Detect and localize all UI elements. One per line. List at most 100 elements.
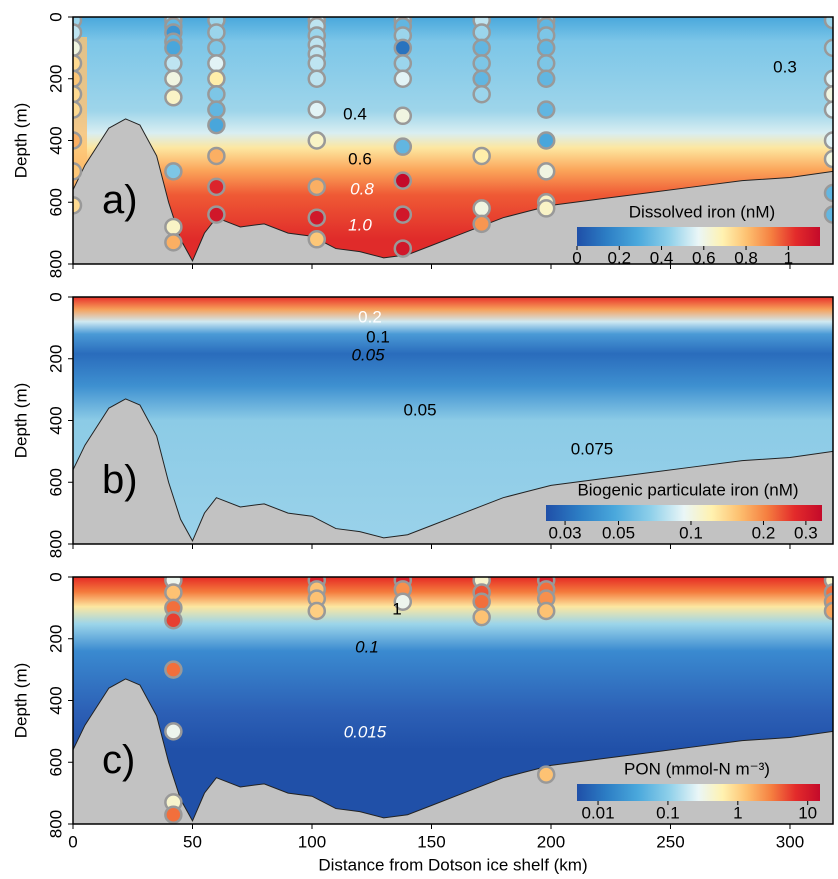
- sample-point: [207, 54, 226, 73]
- y-axis-label: Depth (m): [11, 383, 30, 459]
- sample-point: [472, 38, 491, 58]
- sample-point: [472, 54, 491, 73]
- contour-label: 0.6: [348, 149, 372, 168]
- y-tick-label: 600: [46, 748, 65, 776]
- sample-point: [73, 196, 83, 215]
- colorbar: [577, 227, 820, 246]
- colorbar-tick-label: 1: [784, 248, 793, 267]
- plot-area: [73, 17, 833, 264]
- sample-point: [823, 84, 833, 104]
- sample-point: [472, 592, 491, 611]
- y-tick-label: 0: [46, 292, 65, 301]
- contour-label: 0.075: [571, 439, 614, 458]
- sample-point: [823, 183, 833, 203]
- sample-point: [207, 38, 226, 58]
- sample-point: [73, 162, 83, 181]
- contour-label: 0.05: [351, 345, 385, 364]
- sample-point: [823, 38, 833, 58]
- colorbar-tick-label: 0.1: [679, 523, 703, 542]
- sample-point: [164, 583, 183, 602]
- sample-point: [164, 38, 183, 58]
- y-tick-label: 800: [46, 530, 65, 558]
- sample-point: [472, 84, 491, 104]
- sample-point: [393, 69, 413, 88]
- sample-point: [164, 162, 183, 181]
- sample-point: [307, 177, 327, 197]
- sample-point: [536, 131, 556, 150]
- sample-point: [536, 765, 556, 784]
- sample-point: [472, 23, 491, 42]
- sample-point: [307, 208, 327, 227]
- y-tick-label: 800: [46, 250, 65, 278]
- sample-point: [207, 115, 226, 135]
- sample-point: [164, 722, 183, 741]
- colorbar-tick-label: 0.3: [794, 523, 818, 542]
- sample-point: [73, 69, 83, 88]
- sample-point: [207, 177, 226, 197]
- sample-point: [307, 601, 327, 621]
- x-tick-label: 200: [537, 832, 565, 851]
- y-tick-label: 400: [46, 406, 65, 434]
- sample-point: [164, 805, 183, 824]
- y-tick-label: 600: [46, 188, 65, 216]
- y-tick-label: 600: [46, 468, 65, 496]
- sample-point: [393, 171, 413, 190]
- sample-point: [207, 69, 226, 88]
- sample-point: [73, 100, 83, 119]
- y-tick-label: 800: [46, 810, 65, 838]
- sample-point: [307, 69, 327, 88]
- sample-point: [536, 100, 556, 119]
- sample-point: [393, 54, 413, 73]
- y-tick-label: 200: [46, 345, 65, 373]
- colorbar-tick-label: 0.03: [549, 523, 582, 542]
- colorbar-tick-label: 0.2: [607, 248, 631, 267]
- sample-point: [536, 601, 556, 621]
- sample-point: [307, 131, 327, 150]
- sample-point: [393, 38, 413, 58]
- sample-point: [472, 214, 491, 234]
- colorbar-title: PON (mmol-N m⁻³): [624, 759, 770, 778]
- sample-point: [164, 610, 183, 630]
- sample-point: [536, 54, 556, 73]
- contour-label: 1: [392, 599, 401, 618]
- colorbar-tick-label: 0.01: [581, 803, 614, 822]
- colorbar-title: Biogenic particulate iron (nM): [577, 480, 798, 499]
- contour-label: 0.3: [773, 57, 797, 76]
- sample-point: [164, 54, 183, 73]
- x-tick-label: 300: [776, 832, 804, 851]
- y-tick-label: 0: [46, 572, 65, 581]
- sample-point: [164, 88, 183, 107]
- colorbar-tick-label: 0: [572, 248, 581, 267]
- sample-point: [823, 17, 833, 30]
- sample-point: [73, 84, 83, 104]
- sample-point: [393, 592, 413, 611]
- colorbar-tick-label: 1: [733, 803, 742, 822]
- sample-point: [472, 146, 491, 166]
- contour-label: 0.05: [403, 400, 436, 419]
- sample-point: [823, 149, 833, 169]
- sample-point: [823, 601, 833, 621]
- colorbar: [546, 505, 822, 521]
- colorbar-tick-label: 10: [798, 803, 817, 822]
- contour-label: 0.1: [355, 637, 379, 656]
- sample-point: [164, 69, 183, 88]
- y-tick-label: 400: [46, 686, 65, 714]
- contour-label: 0.2: [358, 307, 382, 326]
- panel-label: b): [102, 458, 138, 502]
- y-axis-label: Depth (m): [11, 103, 30, 179]
- sample-point: [207, 84, 226, 104]
- sample-point: [307, 230, 327, 249]
- sample-point: [207, 100, 226, 119]
- sample-point: [73, 38, 83, 58]
- colorbar-tick-label: 0.4: [650, 248, 674, 267]
- contour-label: 0.015: [344, 722, 387, 741]
- sample-point: [472, 69, 491, 88]
- sample-point: [393, 106, 413, 126]
- sample-point: [164, 233, 183, 252]
- y-tick-label: 200: [46, 625, 65, 653]
- y-axis-label: Depth (m): [11, 663, 30, 739]
- sample-point: [823, 205, 833, 224]
- sample-point: [823, 100, 833, 119]
- x-axis-label: Distance from Dotson ice shelf (km): [318, 855, 587, 874]
- colorbar-tick-label: 0.8: [734, 248, 758, 267]
